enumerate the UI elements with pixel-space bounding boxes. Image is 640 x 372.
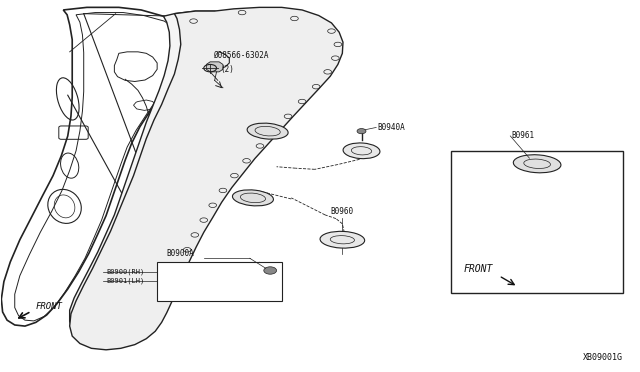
Text: B0940A: B0940A: [378, 123, 405, 132]
Text: FRONT: FRONT: [464, 264, 493, 275]
Ellipse shape: [343, 143, 380, 158]
Ellipse shape: [247, 123, 288, 139]
Text: B0900A: B0900A: [167, 249, 195, 258]
Polygon shape: [70, 7, 343, 350]
Text: B0960: B0960: [331, 207, 354, 216]
Bar: [451, 151, 623, 294]
Text: (2): (2): [220, 65, 234, 74]
Bar: [157, 262, 282, 301]
Ellipse shape: [320, 231, 365, 248]
Text: B0900(RH): B0900(RH): [106, 269, 144, 275]
Circle shape: [264, 267, 276, 274]
Text: B0961: B0961: [511, 131, 534, 141]
Circle shape: [357, 129, 366, 134]
Ellipse shape: [513, 155, 561, 173]
Polygon shape: [70, 11, 272, 341]
Text: B0901(LH): B0901(LH): [106, 277, 144, 284]
Text: XB09001G: XB09001G: [583, 353, 623, 362]
Polygon shape: [206, 62, 223, 72]
Text: FRONT: FRONT: [36, 302, 63, 311]
Text: Ø08566-6302A: Ø08566-6302A: [212, 51, 268, 60]
Ellipse shape: [232, 190, 273, 206]
